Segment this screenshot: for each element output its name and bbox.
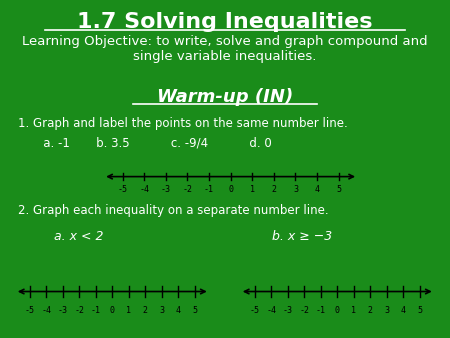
Text: -1: -1	[91, 306, 101, 315]
Text: 1: 1	[250, 185, 255, 194]
Text: -3: -3	[161, 185, 171, 194]
Text: -1: -1	[316, 306, 326, 315]
Text: 3: 3	[293, 185, 298, 194]
Text: 4: 4	[315, 185, 319, 194]
Text: a. x < 2: a. x < 2	[54, 230, 104, 243]
Text: 1.7 Solving Inequalities: 1.7 Solving Inequalities	[77, 12, 373, 32]
Text: b. x ≥ −3: b. x ≥ −3	[272, 230, 333, 243]
Text: a. -1       b. 3.5           c. -9/4           d. 0: a. -1 b. 3.5 c. -9/4 d. 0	[32, 137, 271, 150]
Text: 5: 5	[336, 185, 341, 194]
Text: 0: 0	[228, 185, 233, 194]
Text: Learning Objective: to write, solve and graph compound and
single variable inequ: Learning Objective: to write, solve and …	[22, 35, 428, 64]
Text: -5: -5	[25, 306, 35, 315]
Text: 0: 0	[335, 306, 340, 315]
Text: -5: -5	[250, 306, 260, 315]
Text: 2: 2	[368, 306, 373, 315]
Text: 1. Graph and label the points on the same number line.: 1. Graph and label the points on the sam…	[18, 117, 348, 129]
Text: 3: 3	[159, 306, 164, 315]
Text: -2: -2	[299, 306, 309, 315]
Text: 2. Graph each inequality on a separate number line.: 2. Graph each inequality on a separate n…	[18, 204, 328, 217]
Text: 4: 4	[176, 306, 181, 315]
Text: -3: -3	[283, 306, 293, 315]
Text: 1: 1	[351, 306, 356, 315]
Text: 2: 2	[143, 306, 148, 315]
Text: 2: 2	[271, 185, 276, 194]
Text: -1: -1	[204, 185, 214, 194]
Text: -4: -4	[266, 306, 276, 315]
Text: 1: 1	[126, 306, 131, 315]
Text: 0: 0	[110, 306, 115, 315]
Text: 4: 4	[401, 306, 406, 315]
Text: 3: 3	[384, 306, 389, 315]
Text: -2: -2	[182, 185, 193, 194]
Text: -5: -5	[117, 185, 128, 194]
Text: -2: -2	[74, 306, 84, 315]
Text: -3: -3	[58, 306, 68, 315]
Text: 5: 5	[192, 306, 198, 315]
Text: -4: -4	[41, 306, 51, 315]
Text: Warm-up (IN): Warm-up (IN)	[157, 88, 293, 106]
Text: -4: -4	[139, 185, 149, 194]
Text: 5: 5	[417, 306, 423, 315]
